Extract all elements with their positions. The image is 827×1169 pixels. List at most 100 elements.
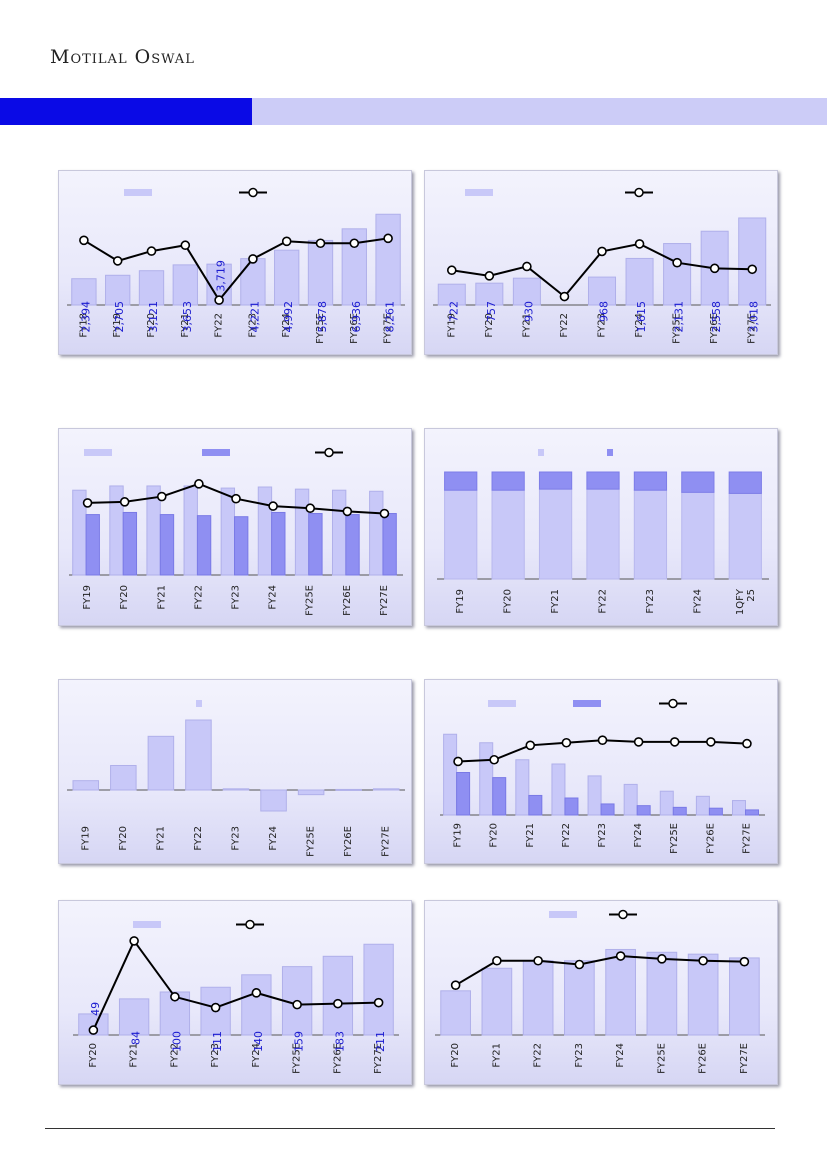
bar-segment	[538, 488, 573, 580]
legend-swatch-0	[465, 189, 493, 196]
category-label-3: FY22	[561, 823, 572, 848]
data-label-2: 3,121	[147, 301, 160, 333]
line-point-7	[315, 238, 326, 249]
line-point-5	[633, 737, 644, 747]
bar	[437, 283, 466, 306]
section-banner-accent	[0, 98, 252, 125]
legend-marker-1	[634, 187, 644, 198]
bar	[240, 258, 266, 306]
bar	[274, 249, 300, 306]
bar	[646, 951, 678, 1036]
line-point-1	[129, 936, 139, 946]
bar	[335, 788, 362, 791]
bar	[492, 777, 507, 816]
category-label-2: FY21	[525, 823, 536, 848]
chart-panel-8: FY20 FY21 FY22 FY23 FY24 FY25E FY26E FY27E	[424, 900, 778, 1085]
line-point-7	[709, 263, 720, 274]
line-point-6	[669, 737, 680, 747]
bar	[147, 735, 175, 791]
data-label-2: 100	[170, 1031, 183, 1052]
line-point-2	[533, 955, 543, 966]
line-point-4	[231, 493, 241, 504]
data-label-9: 8,261	[384, 301, 397, 333]
brand-logo: Motilal Oswal	[50, 46, 195, 68]
data-label-7: 2,558	[710, 301, 723, 333]
category-label-8: FY27E	[741, 823, 752, 854]
line-point-5	[634, 239, 645, 249]
data-label-5: 159	[293, 1031, 306, 1052]
category-label-2: FY21	[156, 585, 167, 610]
category-label-5: FY24	[692, 589, 703, 614]
legend-swatch-0	[538, 449, 544, 456]
series-line	[83, 237, 389, 302]
line-point-7	[373, 997, 384, 1008]
bar	[271, 511, 286, 576]
bar	[307, 239, 334, 306]
bar	[564, 960, 595, 1036]
line-point-8	[379, 508, 390, 519]
data-label-6: 4,992	[282, 301, 295, 333]
category-label-7: FY26E	[342, 585, 353, 616]
category-label-4: FY23	[597, 823, 608, 848]
category-label-5: FY23	[247, 313, 258, 338]
category-label-7: FY26E	[343, 826, 354, 857]
bar	[708, 807, 723, 816]
series-line	[92, 938, 379, 1031]
bar	[672, 806, 687, 816]
bar	[372, 788, 400, 791]
category-label-4: FY23	[597, 313, 608, 338]
bar-segment	[538, 471, 573, 490]
category-label-2: FY21	[521, 313, 532, 338]
line-point-2	[156, 491, 167, 502]
data-label-1: 84	[130, 1031, 143, 1045]
bar	[443, 733, 458, 816]
data-label-1: 757	[485, 301, 498, 322]
bar-segment	[681, 491, 715, 580]
data-label-3: 111	[211, 1031, 224, 1052]
line-point-3	[194, 479, 204, 489]
bar	[85, 514, 100, 576]
bar-segment	[444, 489, 478, 580]
bar-segment	[633, 471, 668, 491]
category-label-1: FY19	[112, 313, 123, 338]
line-point-1	[112, 256, 123, 266]
category-label-2: FY22	[533, 1043, 544, 1068]
line-point-8	[747, 264, 758, 275]
legend-marker-2	[668, 698, 678, 709]
line-point-2	[146, 246, 157, 256]
bar	[687, 953, 719, 1036]
data-label-0: 2,394	[79, 301, 92, 333]
line-point-0	[446, 265, 457, 276]
bar	[185, 719, 212, 791]
bar	[564, 797, 579, 816]
category-label-8: FY27E	[381, 826, 392, 857]
data-label-8: 3,018	[748, 301, 761, 333]
bar-segment	[444, 471, 478, 491]
bar	[308, 513, 323, 576]
category-label-3: FY21	[180, 313, 191, 338]
line-point-0	[82, 498, 93, 508]
legend-marker-1	[248, 187, 258, 198]
bar	[183, 485, 198, 576]
category-label-0: FY20	[88, 1043, 99, 1068]
bar	[729, 957, 760, 1036]
category-label-0: FY18	[78, 313, 89, 338]
bar	[636, 805, 651, 816]
bar	[623, 783, 638, 816]
chart-panel-1: FY18 FY19 FY20 FY21 FY22 FY23 FY24 FY25E FY26E FY…	[58, 170, 412, 355]
category-label-6-b: 25	[746, 589, 757, 602]
line-point-0	[88, 1025, 99, 1035]
bar	[551, 763, 566, 816]
bar-segment	[586, 488, 620, 580]
line-point-5	[268, 501, 278, 511]
category-label-5: FY25E	[292, 1043, 303, 1074]
category-label-2: FY22	[169, 1043, 180, 1068]
category-label-5: FY24	[268, 826, 279, 851]
bar	[512, 277, 541, 306]
bar	[625, 257, 654, 306]
bar	[732, 800, 746, 816]
line-point-7	[739, 956, 750, 967]
bar	[110, 765, 137, 791]
line-point-1	[489, 754, 499, 765]
chart-panel-6: FY19 FY20 FY21 FY22 FY23 FY24 FY25E FY26E FY27E	[424, 679, 778, 864]
